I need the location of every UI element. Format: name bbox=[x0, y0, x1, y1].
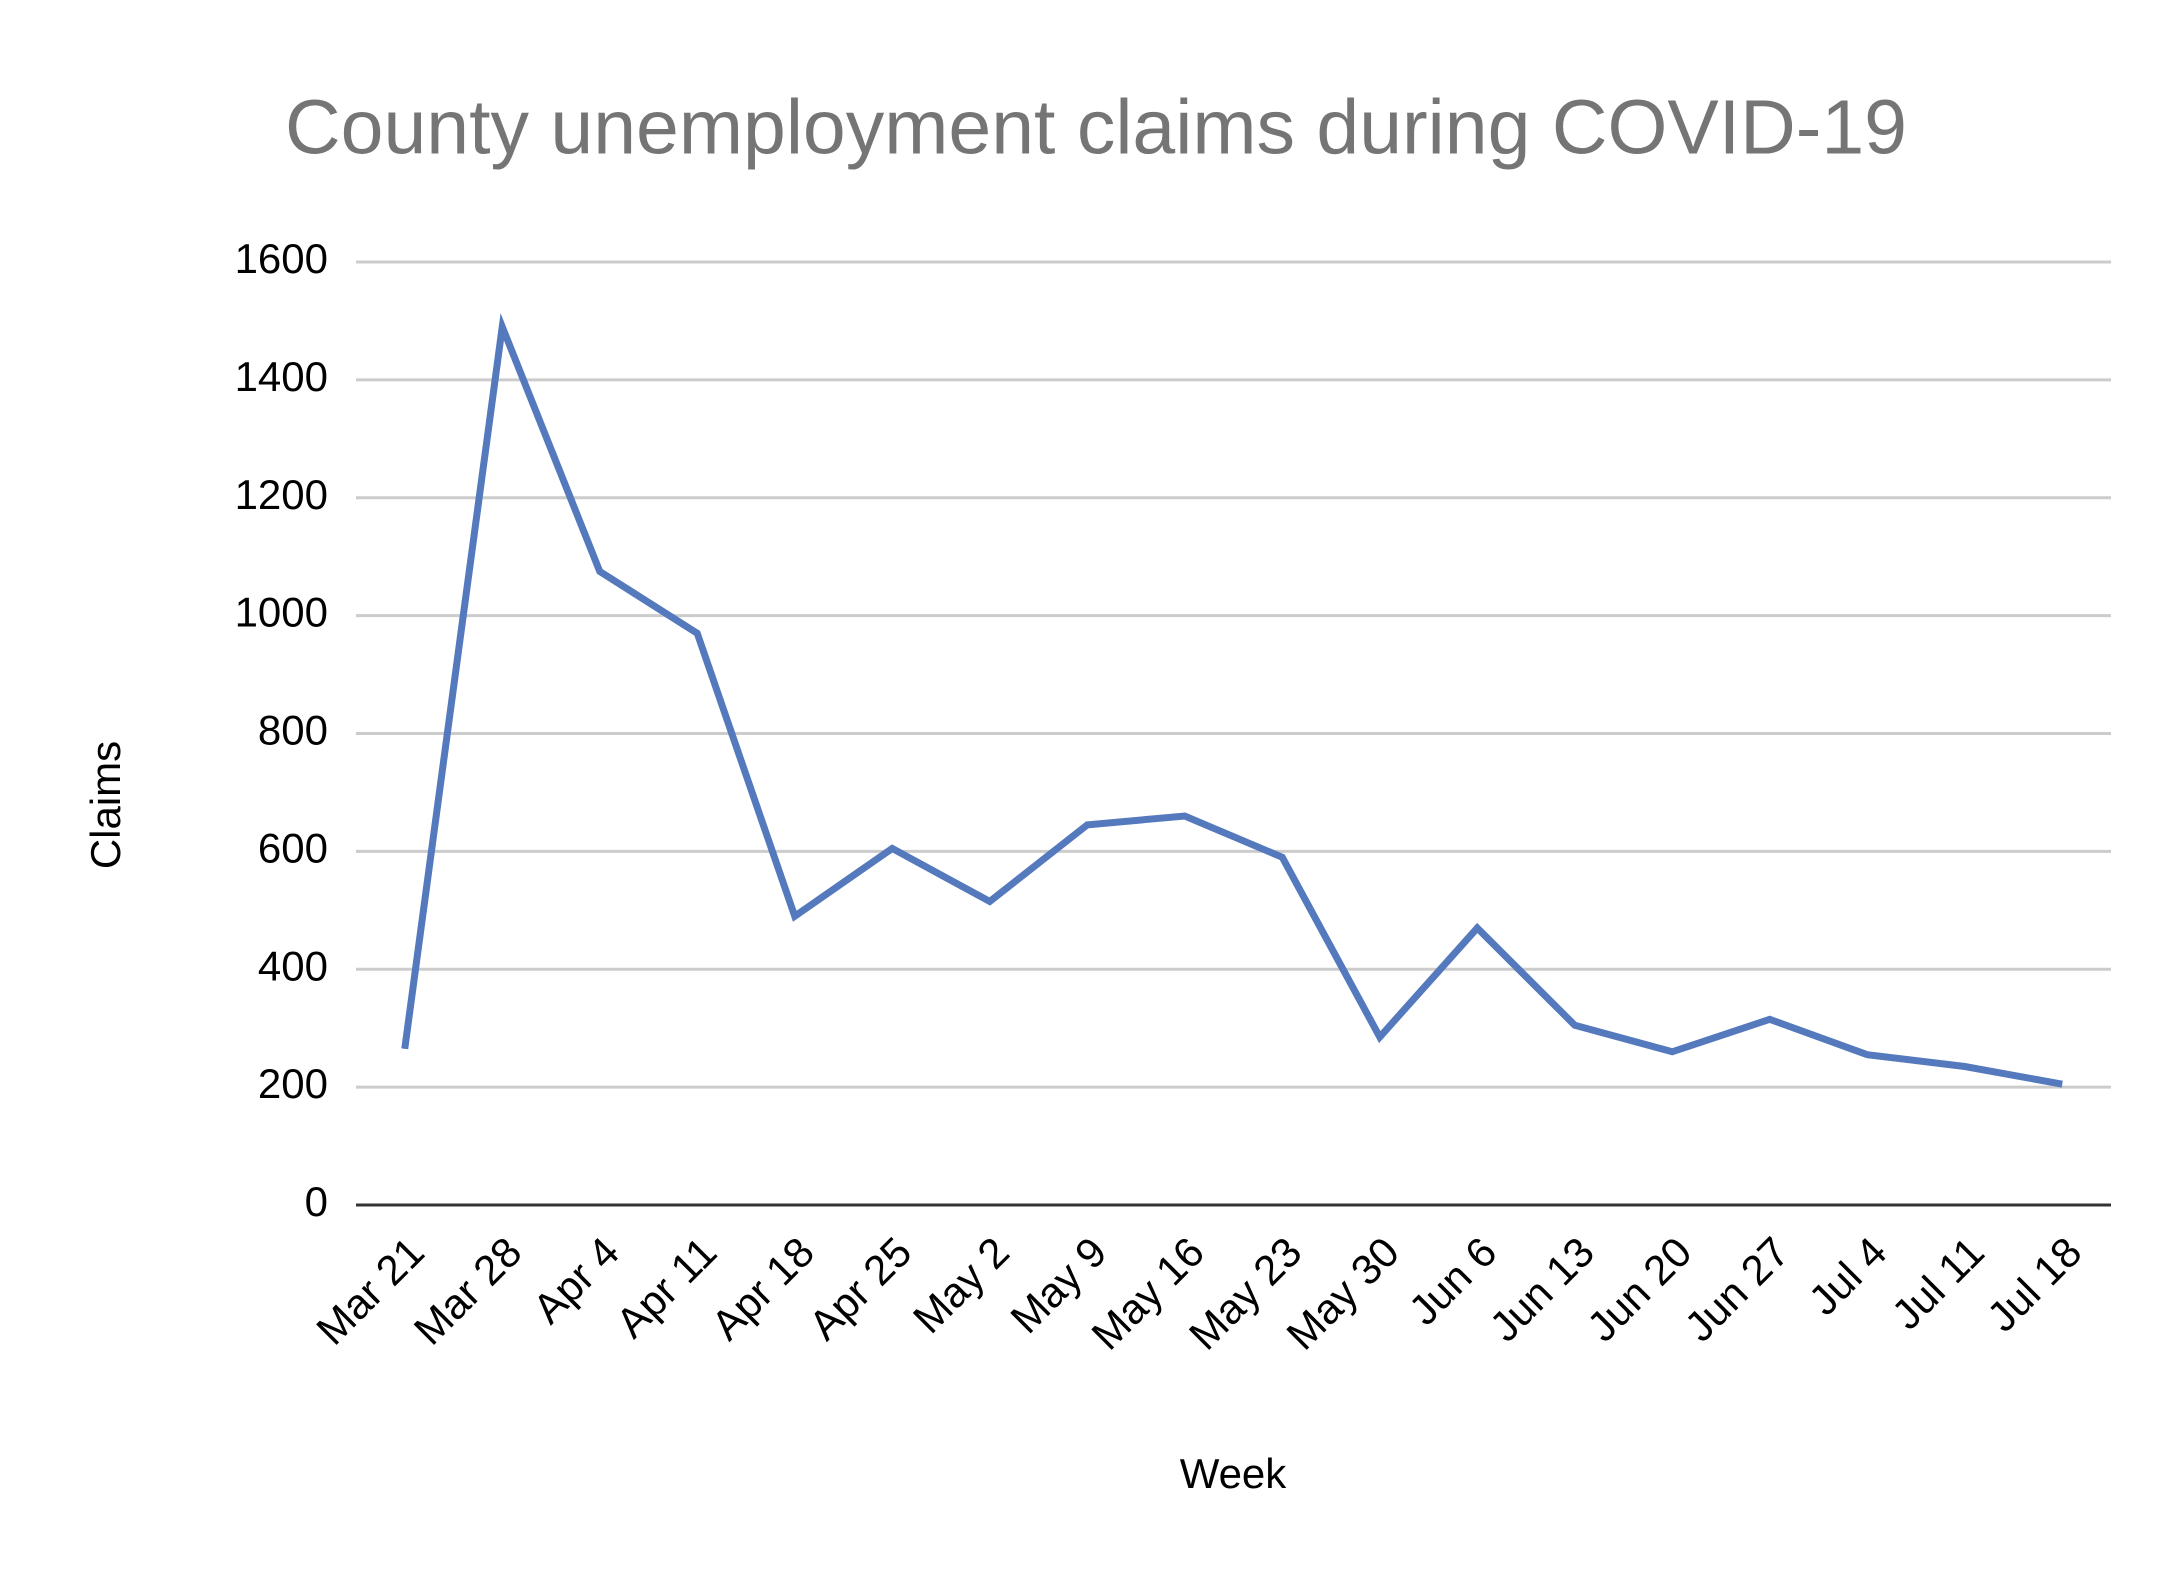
chart-title: County unemployment claims during COVID-… bbox=[285, 84, 1907, 170]
y-tick-label: 1600 bbox=[235, 235, 328, 282]
x-tick-label: Mar 21 bbox=[307, 1228, 433, 1354]
y-tick-label: 0 bbox=[305, 1178, 328, 1225]
y-tick-label: 1200 bbox=[235, 471, 328, 518]
y-tick-label: 400 bbox=[258, 942, 328, 989]
x-tick-label: Jul 18 bbox=[1978, 1228, 2090, 1340]
x-tick-label: Apr 25 bbox=[800, 1228, 921, 1349]
x-tick-label: May 30 bbox=[1277, 1228, 1408, 1359]
data-line bbox=[401, 313, 2063, 1088]
y-tick-label: 1400 bbox=[235, 353, 328, 400]
x-tick-label: Jun 20 bbox=[1578, 1228, 1700, 1350]
x-tick-label: Jul 4 bbox=[1799, 1228, 1895, 1324]
y-tick-label: 1000 bbox=[235, 589, 328, 636]
x-axis-label: Week bbox=[1180, 1450, 1288, 1497]
y-tick-label: 200 bbox=[258, 1060, 328, 1107]
y-axis-label: Claims bbox=[82, 741, 129, 869]
x-tick-label: Apr 11 bbox=[607, 1228, 726, 1347]
x-tick-label: Jun 13 bbox=[1481, 1228, 1603, 1350]
y-tick-label: 600 bbox=[258, 824, 328, 871]
y-tick-label: 800 bbox=[258, 707, 328, 754]
x-tick-label: Jun 27 bbox=[1676, 1228, 1798, 1350]
x-tick-label: Apr 18 bbox=[702, 1228, 823, 1349]
x-tick-label: Mar 28 bbox=[405, 1228, 531, 1354]
x-tick-label: May 2 bbox=[904, 1228, 1018, 1342]
x-tick-label: Jul 11 bbox=[1883, 1228, 1993, 1338]
